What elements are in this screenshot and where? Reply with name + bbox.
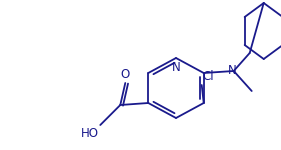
Text: HO: HO <box>81 127 99 140</box>
Text: N: N <box>228 64 237 78</box>
Text: N: N <box>172 61 180 74</box>
Text: O: O <box>121 68 130 81</box>
Text: Cl: Cl <box>203 70 214 83</box>
